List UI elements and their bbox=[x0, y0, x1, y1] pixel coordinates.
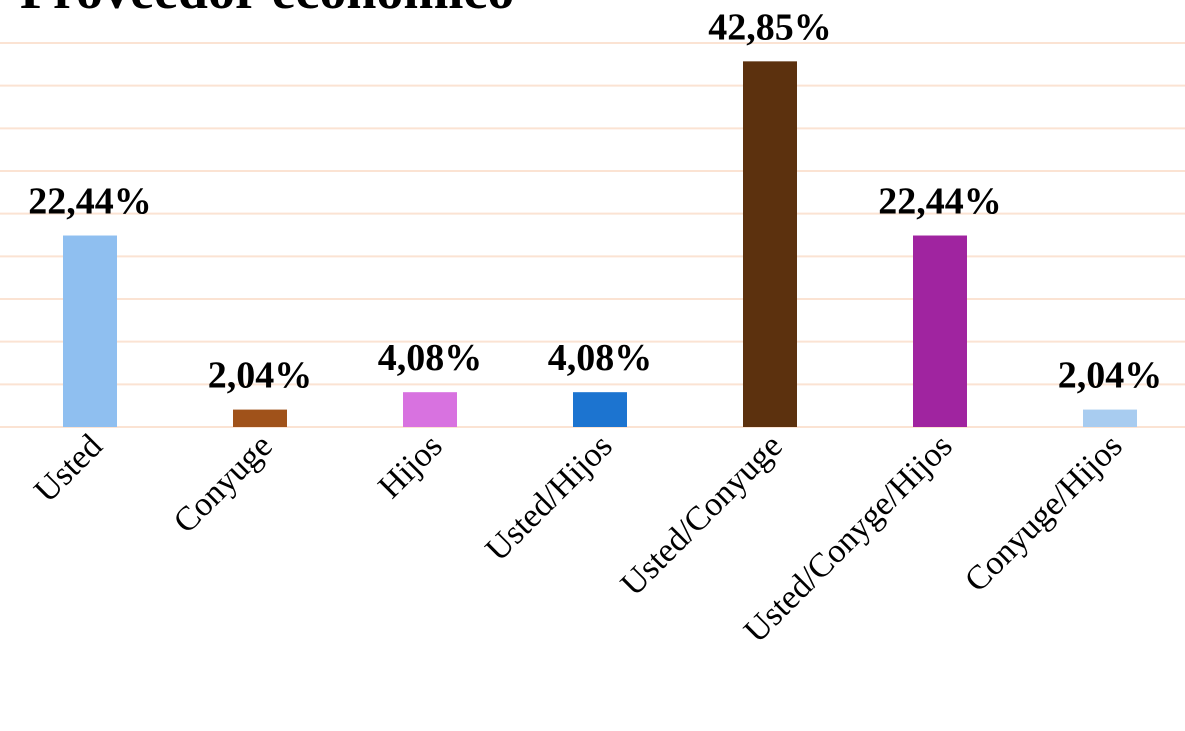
bar bbox=[913, 235, 967, 427]
x-tick-label: Conyuge/Hijos bbox=[958, 427, 1130, 599]
data-label: 4,08% bbox=[378, 337, 483, 379]
data-label: 22,44% bbox=[878, 181, 1002, 223]
data-label: 4,08% bbox=[548, 337, 653, 379]
data-label: 42,85% bbox=[708, 6, 832, 48]
chart-title: Proveedor económico bbox=[20, 0, 514, 20]
x-tick-label: Conyuge bbox=[167, 427, 280, 540]
bar bbox=[233, 409, 287, 427]
data-label: 2,04% bbox=[208, 355, 313, 397]
bar bbox=[403, 392, 457, 427]
x-tick-label: Usted/Conyuge bbox=[614, 427, 790, 603]
bar bbox=[1083, 409, 1137, 427]
x-tick-label: Hijos bbox=[371, 427, 449, 505]
data-label: 22,44% bbox=[28, 181, 152, 223]
bar bbox=[743, 61, 797, 427]
bar bbox=[573, 392, 627, 427]
x-tick-label: Usted/Hijos bbox=[479, 427, 620, 568]
bar bbox=[63, 235, 117, 427]
data-label: 2,04% bbox=[1058, 355, 1163, 397]
x-tick-label: Usted bbox=[27, 427, 109, 509]
